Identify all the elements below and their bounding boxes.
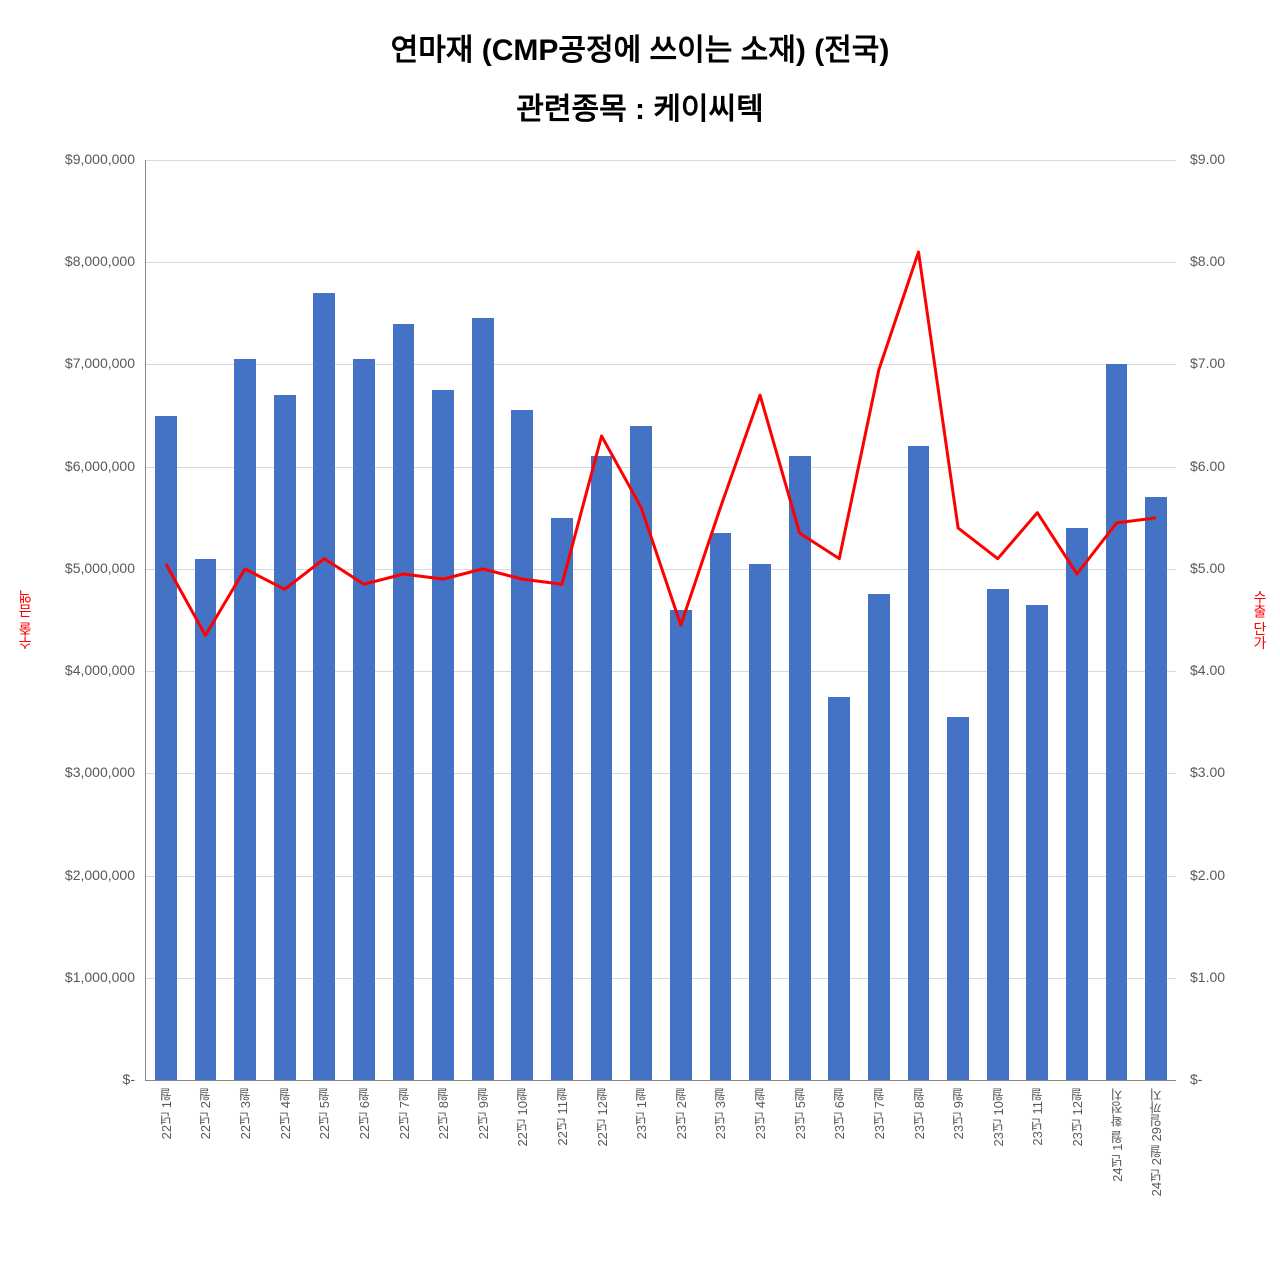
bar xyxy=(1066,528,1088,1080)
x-tick-label: 23년 6월 xyxy=(830,1088,849,1139)
y-right-tick-label: $6.00 xyxy=(1190,458,1225,474)
bar xyxy=(1026,605,1048,1080)
x-tick-label: 24년 1월 확정치 xyxy=(1108,1088,1127,1182)
y-axis-right-title: 수출 단가 xyxy=(1250,590,1270,650)
x-tick-label: 22년 5월 xyxy=(315,1088,334,1139)
bar xyxy=(313,293,335,1080)
y-left-tick-label: $2,000,000 xyxy=(40,867,135,883)
bar xyxy=(1145,497,1167,1080)
y-right-tick-label: $9.00 xyxy=(1190,151,1225,167)
chart-title-line1: 연마재 (CMP공정에 쓰이는 소재) (전국) xyxy=(0,0,1280,69)
y-left-tick-label: $1,000,000 xyxy=(40,969,135,985)
y-left-tick-label: $6,000,000 xyxy=(40,458,135,474)
x-tick-label: 23년 10월 xyxy=(989,1088,1008,1147)
bar xyxy=(551,518,573,1080)
x-tick-label: 22년 11월 xyxy=(553,1088,572,1146)
bar xyxy=(195,559,217,1080)
bar xyxy=(868,594,890,1080)
gridline xyxy=(146,262,1176,263)
x-tick-label: 23년 7월 xyxy=(870,1088,889,1139)
bar xyxy=(472,318,494,1080)
bar xyxy=(353,359,375,1080)
gridline xyxy=(146,773,1176,774)
y-left-tick-label: $8,000,000 xyxy=(40,253,135,269)
gridline xyxy=(146,671,1176,672)
x-tick-label: 23년 4월 xyxy=(751,1088,770,1139)
bar xyxy=(670,610,692,1080)
chart-container: 연마재 (CMP공정에 쓰이는 소재) (전국) 관련종목 : 케이씨텍 수출 … xyxy=(0,0,1280,1280)
bar xyxy=(987,589,1009,1080)
bar xyxy=(274,395,296,1080)
x-tick-label: 23년 1월 xyxy=(632,1088,651,1139)
bar xyxy=(789,456,811,1080)
x-tick-label: 22년 12월 xyxy=(593,1088,612,1147)
bar xyxy=(749,564,771,1080)
gridline xyxy=(146,364,1176,365)
x-tick-label: 24년 2월 29일까지 xyxy=(1147,1088,1166,1196)
y-right-tick-label: $- xyxy=(1190,1071,1202,1087)
gridline xyxy=(146,569,1176,570)
bar xyxy=(591,456,613,1080)
chart-title-line2: 관련종목 : 케이씨텍 xyxy=(0,69,1280,128)
x-tick-label: 23년 3월 xyxy=(711,1088,730,1139)
y-right-tick-label: $4.00 xyxy=(1190,662,1225,678)
y-left-tick-label: $- xyxy=(40,1071,135,1087)
gridline xyxy=(146,160,1176,161)
x-tick-label: 22년 7월 xyxy=(395,1088,414,1139)
bar xyxy=(908,446,930,1080)
bar xyxy=(155,416,177,1080)
y-left-tick-label: $7,000,000 xyxy=(40,355,135,371)
y-left-tick-label: $4,000,000 xyxy=(40,662,135,678)
y-right-tick-label: $8.00 xyxy=(1190,253,1225,269)
bar xyxy=(511,410,533,1080)
x-tick-label: 22년 1월 xyxy=(157,1088,176,1139)
x-tick-label: 23년 2월 xyxy=(672,1088,691,1139)
gridline xyxy=(146,467,1176,468)
x-tick-label: 23년 12월 xyxy=(1068,1088,1087,1147)
bar xyxy=(828,697,850,1080)
y-right-tick-label: $5.00 xyxy=(1190,560,1225,576)
x-tick-label: 22년 4월 xyxy=(276,1088,295,1139)
bar xyxy=(1106,364,1128,1080)
y-right-tick-label: $2.00 xyxy=(1190,867,1225,883)
gridline xyxy=(146,978,1176,979)
y-left-tick-label: $9,000,000 xyxy=(40,151,135,167)
plot-area xyxy=(145,160,1176,1081)
bar xyxy=(630,426,652,1080)
x-tick-label: 22년 9월 xyxy=(474,1088,493,1139)
x-tick-label: 22년 3월 xyxy=(236,1088,255,1139)
x-tick-label: 22년 10월 xyxy=(513,1088,532,1147)
bar xyxy=(234,359,256,1080)
y-left-tick-label: $3,000,000 xyxy=(40,764,135,780)
x-tick-label: 23년 5월 xyxy=(791,1088,810,1139)
y-left-tick-label: $5,000,000 xyxy=(40,560,135,576)
x-tick-label: 22년 2월 xyxy=(196,1088,215,1139)
x-tick-label: 22년 8월 xyxy=(434,1088,453,1139)
x-tick-label: 22년 6월 xyxy=(355,1088,374,1139)
bar xyxy=(710,533,732,1080)
x-tick-label: 23년 8월 xyxy=(910,1088,929,1139)
line-series xyxy=(146,160,1176,1080)
y-right-tick-label: $1.00 xyxy=(1190,969,1225,985)
y-axis-left-title: 수출 금액 xyxy=(15,590,35,650)
bar xyxy=(432,390,454,1080)
y-right-tick-label: $7.00 xyxy=(1190,355,1225,371)
bar xyxy=(947,717,969,1080)
bar xyxy=(393,324,415,1080)
x-tick-label: 23년 9월 xyxy=(949,1088,968,1139)
x-tick-label: 23년 11월 xyxy=(1028,1088,1047,1146)
y-right-tick-label: $3.00 xyxy=(1190,764,1225,780)
gridline xyxy=(146,876,1176,877)
